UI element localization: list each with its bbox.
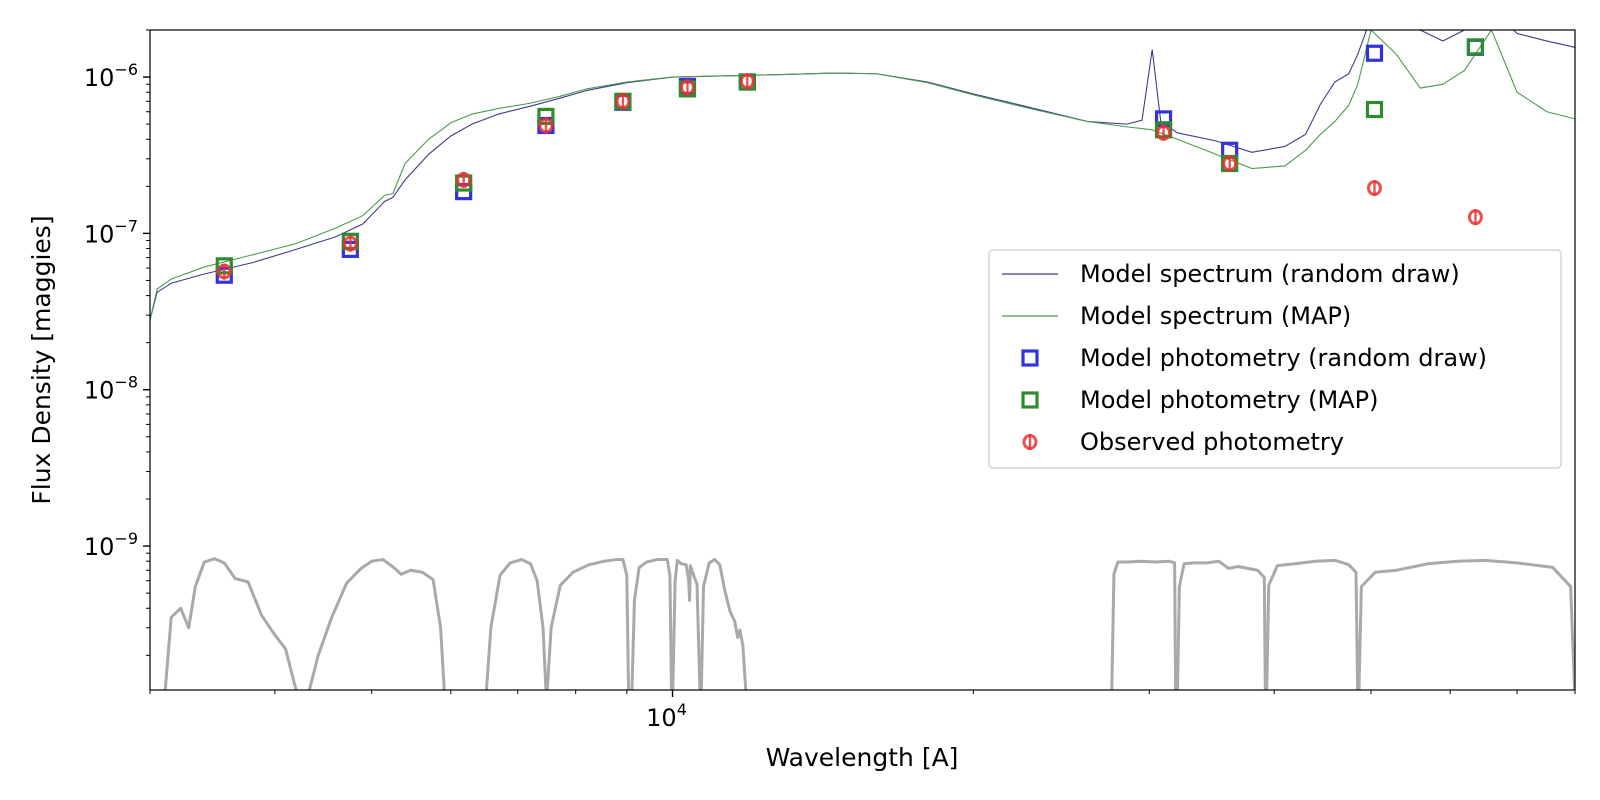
legend-item: Model spectrum (random draw) <box>1002 260 1460 288</box>
x-axis: 104 <box>149 690 1576 732</box>
legend-box <box>988 249 1562 469</box>
legend-item: Model photometry (MAP) <box>1021 386 1379 414</box>
filter-curve-5 <box>630 558 673 690</box>
legend-marker <box>1021 349 1039 367</box>
legend: Model spectrum (random draw) Model spectr… <box>988 249 1562 469</box>
legend-marker <box>1021 391 1039 409</box>
legend-label: Observed photometry <box>1080 428 1344 456</box>
y-tick-label: 10−7 <box>84 216 138 248</box>
model-phot-point-map <box>1365 100 1384 119</box>
y-tick-label: 10−6 <box>84 60 138 92</box>
photometry-points <box>215 38 1485 284</box>
filter-curve-10 <box>1265 558 1360 690</box>
legend-label: Model spectrum (MAP) <box>1080 302 1351 330</box>
observed-phot-point <box>1222 155 1238 172</box>
legend-label: Model photometry (random draw) <box>1080 344 1487 372</box>
observed-phot-point <box>216 263 232 280</box>
y-tick-label: 10−9 <box>84 529 138 561</box>
observed-phot-point <box>679 79 695 96</box>
model-phot-point-random-draw <box>1365 44 1384 62</box>
filter-curve-3 <box>484 558 548 690</box>
observed-phot-point <box>1366 180 1382 197</box>
observed-phot-point <box>1156 124 1172 141</box>
legend-marker <box>1022 434 1038 450</box>
legend-item: Observed photometry <box>1022 428 1344 456</box>
legend-label: Model spectrum (random draw) <box>1080 260 1460 288</box>
y-axis-label: Flux Density [maggies] <box>27 215 56 504</box>
filter-curve-4 <box>545 558 631 690</box>
x-tick-label: 104 <box>646 700 687 732</box>
filter-curve-9 <box>1176 559 1267 690</box>
legend-item: Model photometry (random draw) <box>1021 344 1487 372</box>
y-tick-label: 10−8 <box>84 373 138 405</box>
x-axis-label: Wavelength [A] <box>766 743 959 772</box>
spectrum-line-map <box>150 30 1575 320</box>
legend-item: Model spectrum (MAP) <box>1002 302 1351 330</box>
filter-curve-8 <box>1110 559 1178 690</box>
observed-phot-point <box>615 93 631 110</box>
observed-phot-point <box>739 73 755 90</box>
filter-curve-7 <box>699 558 748 690</box>
filter-curve-1 <box>163 557 298 690</box>
observed-phot-point <box>342 235 358 252</box>
filter-curve-6 <box>671 558 702 690</box>
model-phot-point-map <box>1466 38 1485 56</box>
legend-label: Model photometry (MAP) <box>1080 386 1379 414</box>
observed-phot-point <box>456 171 472 188</box>
filter-curves <box>163 557 1575 690</box>
model-spectra <box>150 30 1575 320</box>
observed-phot-point <box>538 117 554 134</box>
observed-phot-point <box>1467 209 1483 226</box>
plot-area <box>149 29 1576 691</box>
filter-curve-11 <box>1357 558 1575 690</box>
plot-frame <box>149 29 1576 691</box>
y-axis: 10−9 10−8 10−7 10−6 <box>84 29 150 656</box>
filter-curve-2 <box>307 558 446 690</box>
spectrum-line-random-draw <box>150 30 1575 320</box>
